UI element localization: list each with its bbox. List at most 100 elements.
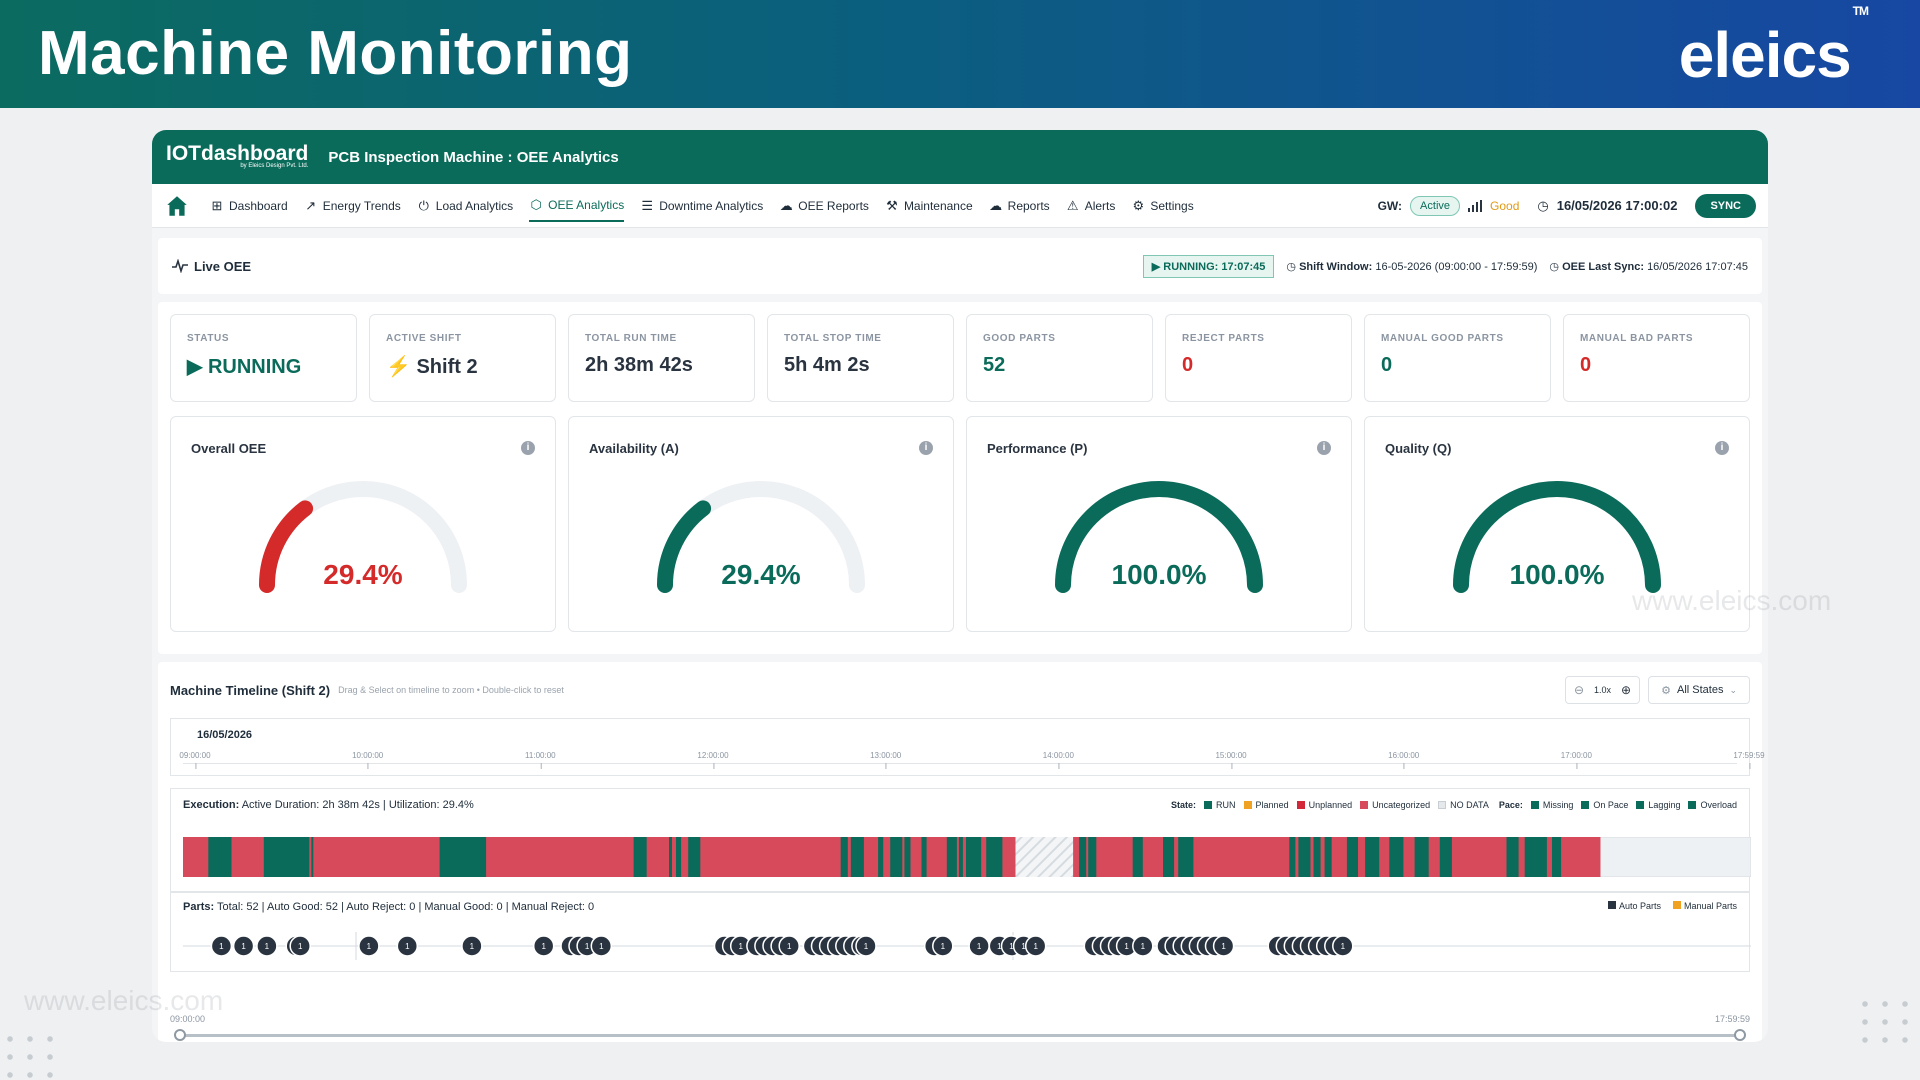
nav-items: ⊞ Dashboard ↗ Energy Trends ⏻ Load Analytics ⬡… (210, 190, 1210, 222)
execution-text: Active Duration: 2h 38m 42s | Utilizatio… (241, 799, 474, 811)
legend-swatch (1688, 801, 1697, 809)
gauge-value: 29.4% (323, 559, 403, 590)
nav-item-settings[interactable]: ⚙ Settings (1131, 190, 1194, 222)
nav-item-label: OEE Analytics (548, 197, 625, 212)
part-marker[interactable]: 1 (1132, 935, 1154, 957)
info-icon[interactable]: i (1715, 441, 1729, 455)
legend-swatch (1296, 801, 1305, 809)
zoom-in-icon[interactable]: ⊕ (1621, 683, 1632, 697)
run-segment (850, 837, 864, 877)
part-marker[interactable]: 1 (1212, 935, 1235, 957)
nav-item-oee-reports[interactable]: ☁ OEE Reports (779, 190, 869, 222)
gauge-card-quality-q: Quality (Q) i 100.0% (1364, 416, 1750, 632)
part-marker[interactable]: 1 (855, 935, 877, 957)
part-marker-label: 1 (298, 942, 303, 951)
part-marker[interactable]: 1 (289, 935, 311, 957)
state-bar[interactable] (183, 837, 1751, 877)
shift-window: ◷ Shift Window: 16-05-2026 (09:00:00 - 1… (1286, 260, 1537, 273)
nav-item-label: Maintenance (903, 198, 973, 213)
part-marker[interactable]: 1 (932, 935, 954, 957)
parts-track[interactable]: 1111111111111111111111111111111111111111… (183, 926, 1751, 966)
clock-icon: ◷ (1537, 197, 1549, 213)
part-marker[interactable]: 1 (396, 935, 419, 957)
nav-item-maintenance[interactable]: ⚒ Maintenance (885, 190, 973, 222)
kpi-label: MANUAL GOOD PARTS (1381, 333, 1504, 344)
kpi-label: REJECT PARTS (1182, 333, 1265, 344)
part-marker[interactable]: 1 (532, 935, 555, 957)
range-start: 09:00:00 (170, 1014, 206, 1024)
decorative-dots (1855, 995, 1915, 1045)
kpi-value-text: 0 (1580, 354, 1592, 376)
part-marker[interactable]: 1 (461, 935, 483, 957)
part-marker-label: 1 (1009, 942, 1014, 951)
page-title: PCB Inspection Machine : OEE Analytics (328, 148, 619, 166)
axis-tick: 13:00:00 (870, 751, 902, 769)
sync-button[interactable]: SYNC (1695, 193, 1756, 218)
run-segment (1313, 837, 1321, 877)
parts-legend: Auto Parts Manual Parts (1604, 901, 1737, 911)
kpi-value-text: 0 (1182, 354, 1194, 376)
part-marker[interactable]: 1 (968, 935, 990, 957)
range-handle-start[interactable] (174, 1029, 186, 1041)
parts-info: Parts: Total: 52 | Auto Good: 52 | Auto … (183, 901, 594, 913)
kpi-value-text: 52 (983, 354, 1006, 376)
nav-item-dashboard[interactable]: ⊞ Dashboard (210, 190, 288, 222)
part-marker-label: 1 (1021, 942, 1026, 951)
nav-item-energy-trends[interactable]: ↗ Energy Trends (304, 190, 401, 222)
gauge-fill (1055, 481, 1263, 593)
home-icon[interactable] (164, 193, 190, 219)
run-segment (1324, 837, 1332, 877)
no-data-segment (1015, 837, 1074, 877)
run-segment (986, 837, 1003, 877)
part-marker[interactable]: 1 (1024, 935, 1047, 957)
decorative-dots (0, 1030, 60, 1080)
part-marker-label: 1 (738, 942, 743, 951)
nav-item-label: Alerts (1084, 198, 1116, 213)
app-logo[interactable]: IOTdashboard by Eleics Design Pvt. Ltd. (166, 143, 308, 169)
oee-summary: STATUS ▶ RUNNING ACTIVE SHIFT ⚡ Shift 2 TOTA… (158, 302, 1762, 654)
gauge-card-performance-p: Performance (P) i 100.0% (966, 416, 1352, 632)
gauge-title: Performance (P) (987, 441, 1088, 456)
part-marker[interactable]: 1 (1332, 935, 1354, 957)
nav-item-oee-analytics[interactable]: ⬡ OEE Analytics (529, 190, 625, 222)
part-marker-label: 1 (405, 942, 410, 951)
nav-item-alerts[interactable]: ⚠ Alerts (1066, 190, 1116, 222)
nav-item-downtime-analytics[interactable]: ☰ Downtime Analytics (640, 190, 763, 222)
part-marker[interactable]: 1 (778, 935, 800, 957)
part-marker[interactable]: 1 (232, 935, 255, 957)
grid-icon: ⊞ (211, 197, 223, 213)
range-end: 17:59:59 (1714, 1014, 1750, 1024)
nav-item-reports[interactable]: ☁ Reports (989, 190, 1050, 222)
part-marker-label: 1 (265, 942, 270, 951)
parts-text: Total: 52 | Auto Good: 52 | Auto Reject:… (217, 901, 595, 913)
part-marker[interactable]: 1 (590, 935, 613, 957)
time-axis[interactable]: 16/05/2026 09:00:00 10:00:00 11:00:00 12:00… (170, 718, 1765, 776)
gauge-dial (1055, 481, 1263, 593)
zoom-out-icon[interactable]: ⊖ (1573, 683, 1585, 697)
run-segment (208, 837, 232, 877)
range-slider[interactable]: 09:00:00 17:59:59 (170, 1014, 1750, 1042)
info-icon[interactable]: i (521, 441, 535, 455)
nav-item-label: Load Analytics (435, 198, 514, 213)
info-icon[interactable]: i (919, 441, 933, 455)
state-filter-dropdown[interactable]: ⚙ All States ⌄ (1648, 676, 1750, 704)
nav-item-label: Downtime Analytics (659, 198, 764, 213)
gauge-value: 100.0% (1111, 559, 1207, 590)
nav-item-load-analytics[interactable]: ⏻ Load Analytics (417, 190, 514, 222)
part-marker[interactable]: 1 (358, 935, 380, 957)
wrench-icon: ⚒ (886, 197, 898, 213)
info-icon[interactable]: i (1317, 441, 1331, 455)
part-marker[interactable]: 1 (256, 935, 278, 957)
range-handle-end[interactable] (1734, 1029, 1746, 1041)
running-text: RUNNING: 17:07:45 (1163, 260, 1266, 273)
axis-date: 16/05/2026 (197, 729, 253, 741)
warning-icon: ⚠ (1066, 197, 1079, 213)
gauge-dial (259, 481, 467, 593)
run-segment (633, 837, 647, 877)
run-segment (1178, 837, 1194, 877)
part-marker[interactable]: 1 (210, 935, 233, 957)
legend-label: RUN (1216, 800, 1236, 810)
run-segment (840, 837, 848, 877)
kpi-cards: STATUS ▶ RUNNING ACTIVE SHIFT ⚡ Shift 2 TOTA… (170, 314, 1750, 402)
run-segment (878, 837, 884, 877)
